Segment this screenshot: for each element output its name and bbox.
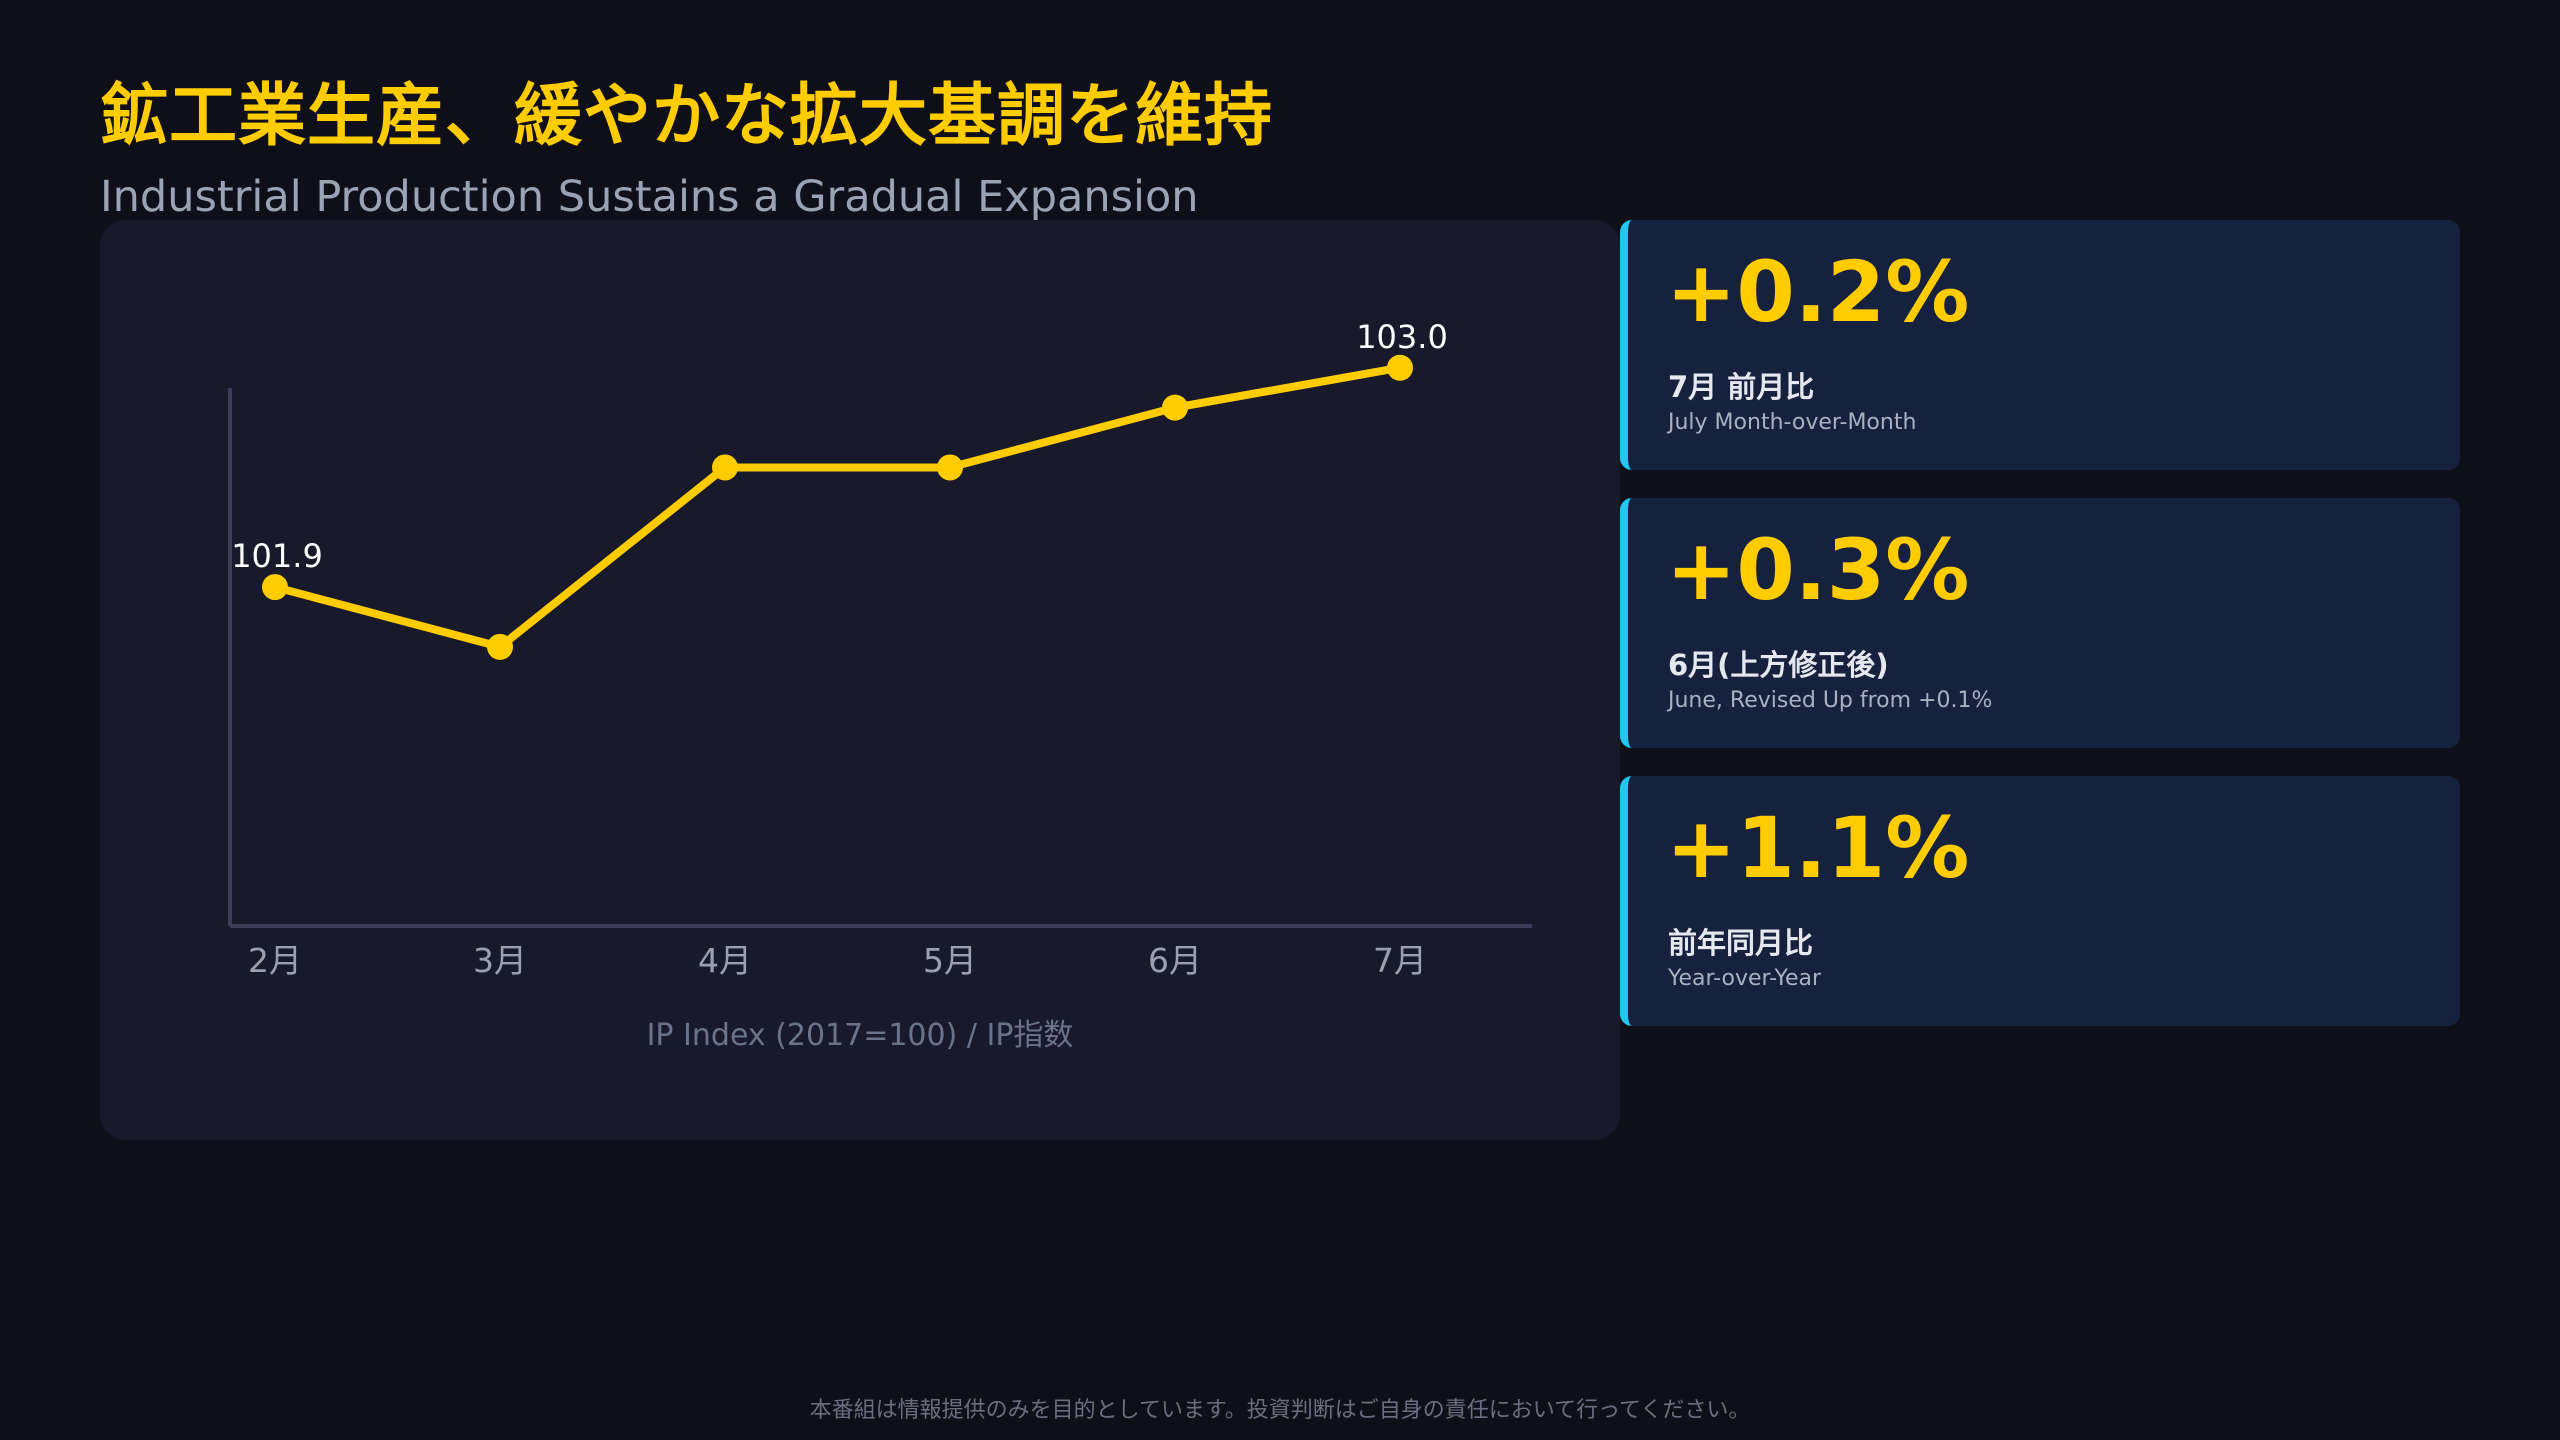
stat-label-ja: 7月 前月比: [1668, 370, 1815, 404]
series-line: [271, 363, 1404, 651]
stat-label-en: July Month-over-Month: [1668, 410, 1917, 435]
stat-card-june-revised: +0.3% 6月(上方修正後) June, Revised Up from +0…: [1620, 498, 2460, 748]
data-point: [487, 633, 513, 660]
stat-label-en: Year-over-Year: [1668, 966, 1822, 991]
x-tick-label: 4月: [698, 941, 752, 980]
page-title: 鉱工業生産、緩やかな拡大基調を維持: [100, 77, 1274, 156]
data-label: 103.0: [1356, 318, 1448, 356]
chart-panel: 2月 3月 4月 5月 6月 7月 101.9 103.0 IP Index (2017=10…: [100, 220, 1620, 1140]
x-tick-label: 3月: [473, 941, 527, 980]
page-subtitle: Industrial Production Sustains a Gradual…: [100, 172, 1199, 222]
x-tick-label: 2月: [248, 941, 302, 980]
stat-value: +1.1%: [1666, 799, 1970, 897]
x-tick-label: 7月: [1373, 941, 1427, 980]
data-point: [937, 454, 963, 481]
data-point: [712, 454, 738, 481]
data-point: [1387, 354, 1413, 381]
stat-value: +0.3%: [1666, 521, 1970, 619]
line-chart: 2月 3月 4月 5月 6月 7月 101.9 103.0: [228, 318, 1532, 980]
chart-caption: IP Index (2017=100) / IP指数: [646, 1018, 1074, 1053]
stat-card-yoy: +1.1% 前年同月比 Year-over-Year: [1620, 776, 2460, 1026]
stat-card-july-mom: +0.2% 7月 前月比 July Month-over-Month: [1620, 220, 2460, 470]
stat-value: +0.2%: [1666, 243, 1970, 341]
stat-label-en: June, Revised Up from +0.1%: [1668, 688, 1993, 713]
stat-label-ja: 前年同月比: [1668, 926, 1814, 960]
data-point: [262, 574, 288, 601]
disclaimer: 本番組は情報提供のみを目的としています。投資判断はご自身の責任において行ってくだ…: [809, 1398, 1751, 1423]
data-label: 101.9: [231, 537, 323, 575]
data-point: [1162, 394, 1188, 421]
stat-label-ja: 6月(上方修正後): [1668, 648, 1889, 682]
x-tick-label: 5月: [923, 941, 977, 980]
x-tick-label: 6月: [1148, 941, 1202, 980]
